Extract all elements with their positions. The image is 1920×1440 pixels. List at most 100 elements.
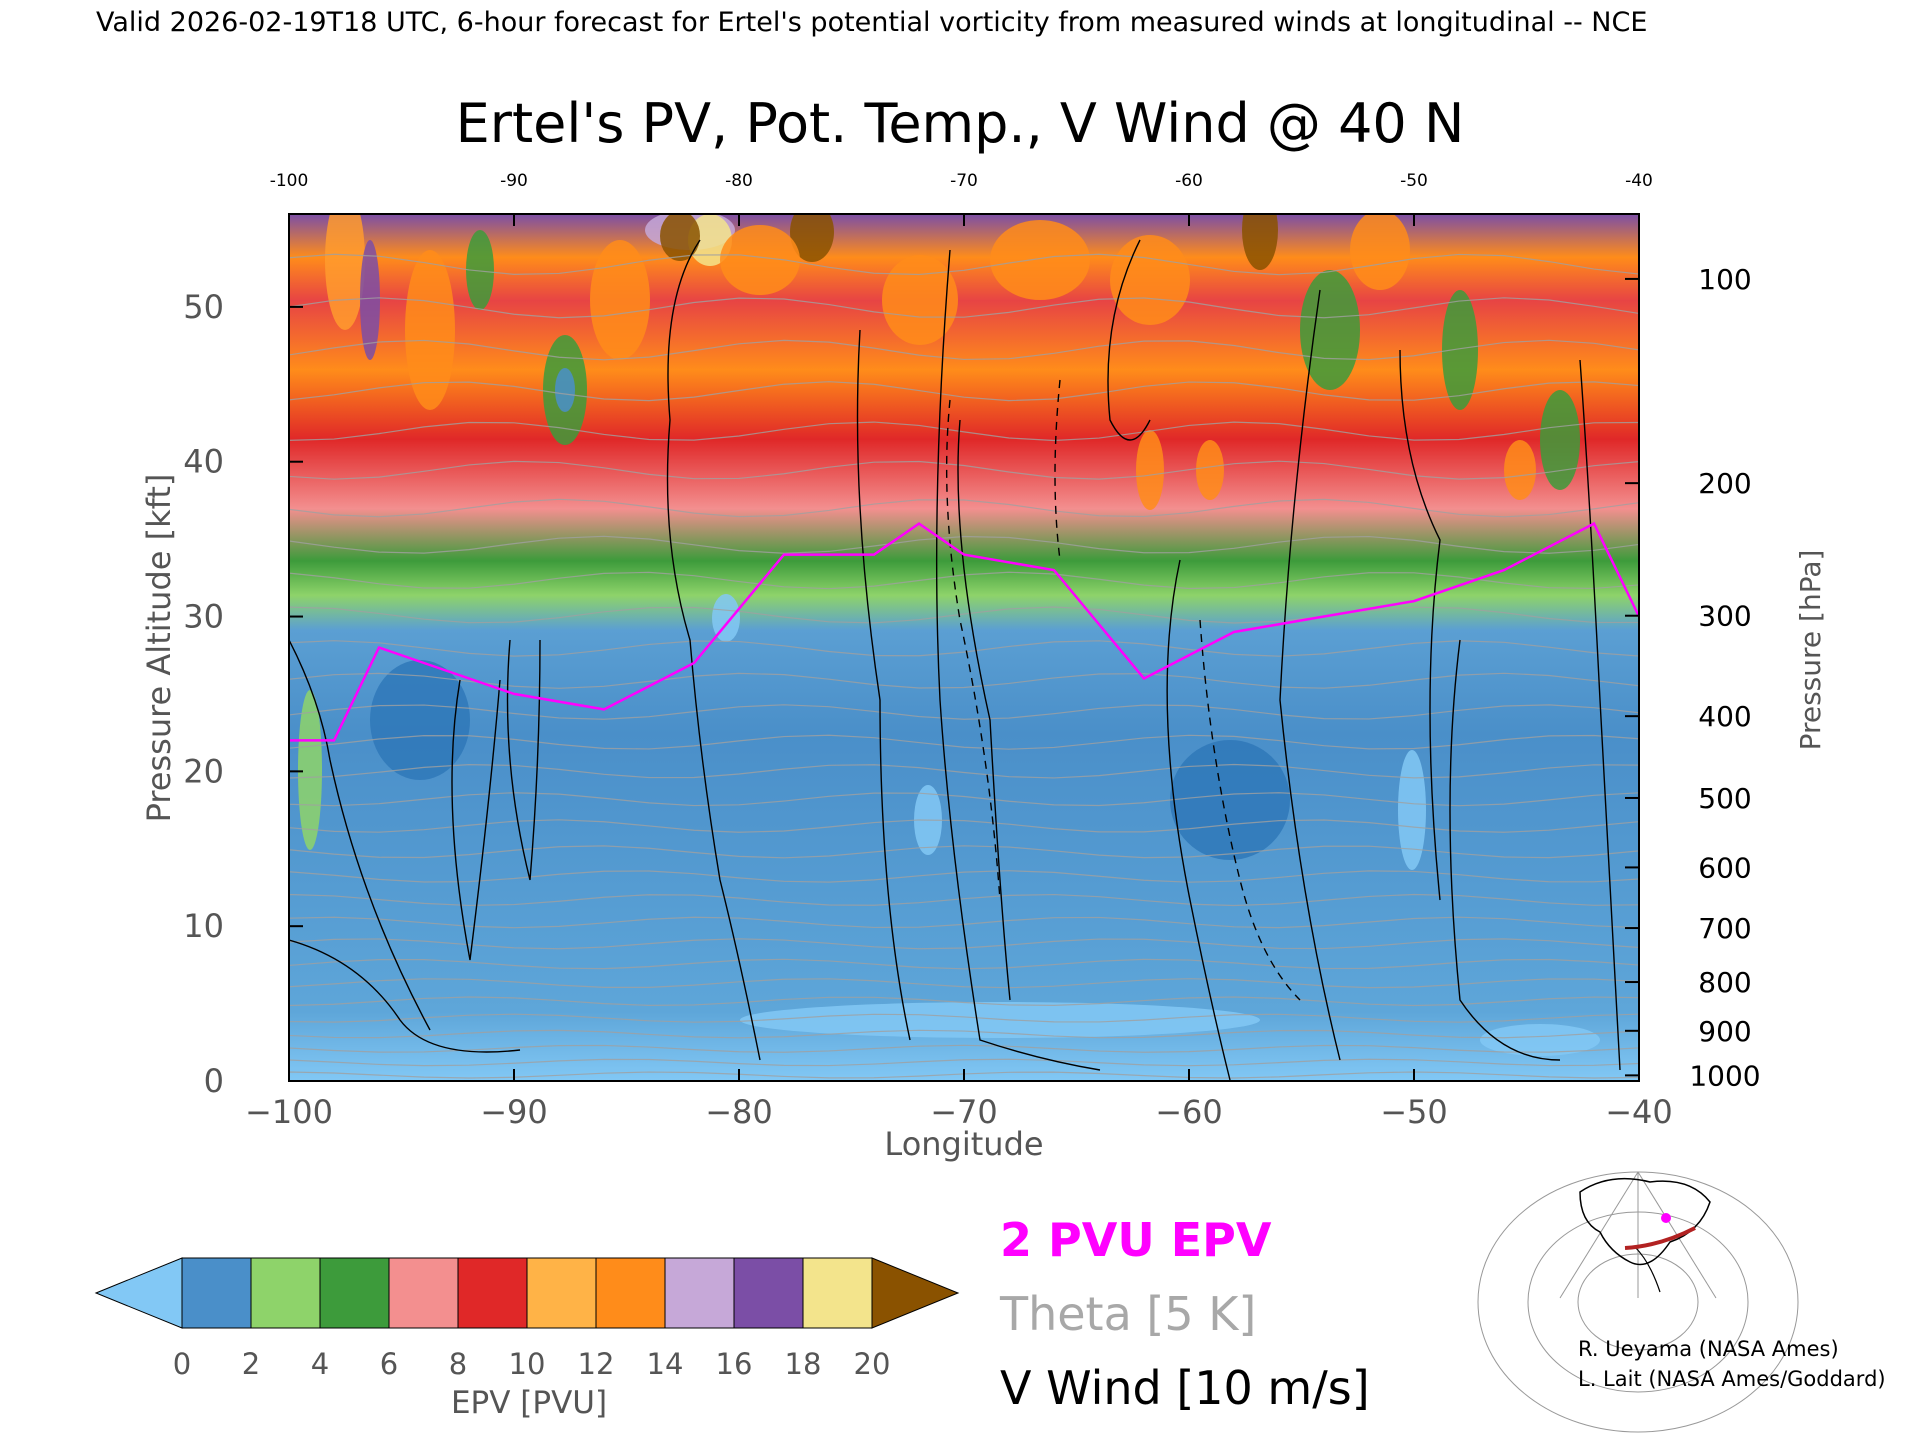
vwind-contour: [1279, 289, 1341, 1061]
x-axis-top: -100 -90 -80 -70 -60 -50 -40: [270, 171, 1653, 226]
epv-blob: [405, 250, 455, 410]
epv-blob: [298, 690, 322, 850]
epv-blob: [1504, 440, 1536, 500]
colorbar-tick-label: 18: [785, 1347, 822, 1381]
pressure-tick-label: 300: [1698, 600, 1751, 633]
pressure-tick-label: 600: [1698, 851, 1751, 884]
x-axis-label: Longitude: [884, 1125, 1043, 1163]
theta-contour: [289, 978, 1639, 989]
x-tick-label-top: -70: [950, 171, 978, 191]
y-tick-label: 40: [183, 443, 224, 481]
theta-contour: [289, 460, 1639, 480]
x-tick-label: −50: [1380, 1093, 1448, 1131]
y-tick-label: 10: [183, 907, 224, 945]
theta-contour: [289, 1013, 1639, 1023]
x-tick-label: −70: [930, 1093, 998, 1131]
epv-blob: [325, 214, 365, 330]
colorbar-tick-label: 4: [311, 1347, 329, 1381]
cross-section-line: [1624, 1226, 1696, 1250]
colorbar-tick-label: 14: [647, 1347, 684, 1381]
vwind-contour: [1399, 349, 1441, 901]
colorbar-swatch: [319, 1257, 390, 1329]
y-tick-label: 0: [204, 1062, 224, 1100]
epv-blob: [882, 255, 958, 345]
epv-blob: [1350, 214, 1410, 290]
epv-blob: [466, 230, 494, 310]
theta-contour: [289, 845, 1639, 859]
epv-blob: [1442, 290, 1478, 410]
epv-blob: [660, 214, 700, 261]
vwind-contour: [1449, 639, 1561, 1061]
colorbar-tick-label: 16: [716, 1347, 753, 1381]
vwind-contour: [1579, 359, 1621, 1071]
vwind-contour: [1166, 559, 1231, 1081]
epv-blob: [720, 225, 800, 295]
colorbar-label: EPV [PVU]: [451, 1385, 607, 1421]
pressure-tick-label: 200: [1698, 467, 1751, 500]
colorbar-under-arrow: [94, 1257, 183, 1329]
header-text: Valid 2026-02-19T18 UTC, 6-hour forecast…: [96, 7, 1647, 38]
plot-area: [289, 214, 1639, 1081]
epv-blob: [555, 368, 575, 412]
pressure-tick-label: 400: [1698, 700, 1751, 733]
epv-blob: [1300, 270, 1360, 390]
theta-contour: [289, 792, 1639, 807]
vwind-contour: [957, 419, 1011, 1001]
epv-blob: [990, 220, 1090, 300]
x-axis: −100 −90 −80 −70 −60 −50 −40: [245, 1069, 1673, 1131]
x-tick-label-top: -60: [1175, 171, 1203, 191]
vwind-contours: [289, 239, 1621, 1081]
x-tick-label-top: -50: [1400, 171, 1428, 191]
x-tick-label: −80: [705, 1093, 773, 1131]
chart-title: Ertel's PV, Pot. Temp., V Wind @ 40 N: [456, 92, 1465, 155]
vwind-contour: [451, 679, 501, 961]
colorbar-swatch: [802, 1257, 873, 1329]
epv-field: [289, 214, 1639, 1081]
colorbar-swatch: [250, 1257, 321, 1329]
theta-contours: [289, 253, 1639, 1079]
theta-contour: [289, 870, 1639, 883]
theta-contour: [289, 297, 1639, 319]
vwind-contour: [289, 939, 521, 1053]
legend-item-vwind: V Wind [10 m/s]: [1000, 1361, 1370, 1415]
colorbar-over-arrow: [871, 1257, 960, 1329]
x-tick-label-top: -40: [1625, 171, 1653, 191]
colorbar-tick-label: 2: [242, 1347, 260, 1381]
tropopause-2pvu-line: [289, 521, 1639, 742]
epv-blob: [1540, 390, 1580, 490]
vwind-contour-negative: [1054, 379, 1061, 561]
epv-blob: [590, 240, 650, 360]
epv-blob: [370, 660, 470, 780]
epv-blob: [360, 240, 380, 360]
theta-contour: [289, 381, 1639, 402]
theta-contour: [289, 938, 1639, 950]
colorbar-swatch: [664, 1257, 735, 1329]
x-tick-label: −40: [1605, 1093, 1673, 1131]
theta-contour: [289, 763, 1639, 779]
theta-contour: [289, 640, 1639, 657]
vwind-contour: [289, 639, 431, 1031]
theta-contour: [289, 253, 1639, 276]
vwind-contour-negative: [1199, 619, 1301, 1001]
theta-contour: [289, 339, 1639, 361]
theta-contour: [289, 606, 1639, 624]
y-tick-label: 20: [183, 752, 224, 790]
theta-contour: [289, 421, 1639, 442]
epv-blob: [712, 594, 740, 642]
epv-blob: [790, 214, 834, 262]
vwind-contour: [1107, 239, 1151, 441]
theta-contour: [289, 1058, 1639, 1067]
colorbar-swatch: [457, 1257, 528, 1329]
pressure-axis: 100 200 300 400 500 600 700 800 900 1000: [1625, 263, 1761, 1092]
epv-blob: [1196, 440, 1224, 500]
colorbar-tick-label: 12: [578, 1347, 615, 1381]
y-axis-label: Pressure Altitude [kft]: [140, 474, 178, 823]
colorbar: 0 2 4 6 8 10 12 14 16 18 20: [94, 1257, 960, 1381]
legend-item-theta: Theta [5 K]: [999, 1287, 1256, 1341]
pressure-tick-label: 500: [1698, 782, 1751, 815]
colorbar-swatch: [388, 1257, 459, 1329]
pressure-tick-label: 900: [1698, 1015, 1751, 1048]
colorbar-tick-label: 10: [509, 1347, 546, 1381]
pressure-tick-label: 800: [1698, 966, 1751, 999]
